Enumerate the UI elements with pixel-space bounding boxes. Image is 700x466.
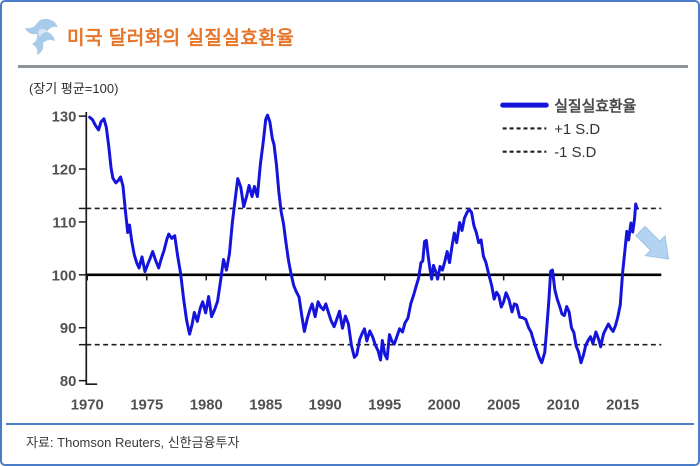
- x-tick-label: 2010: [547, 397, 580, 413]
- y-tick-label: 110: [52, 215, 76, 231]
- y-axis-line: [85, 112, 98, 386]
- y-tick-label: 100: [52, 268, 77, 284]
- y-tick-label: 90: [60, 321, 77, 337]
- legend: 실질실효환율 +1 S.D -1 S.D: [500, 97, 637, 161]
- x-tick-label: 1980: [190, 397, 223, 413]
- x-tick-label: 2000: [428, 397, 461, 413]
- footer-divider: [6, 423, 694, 425]
- y-tick-label: 120: [52, 162, 77, 178]
- down-right-arrow-icon: [635, 225, 670, 260]
- brand-bird-icon: [25, 18, 58, 56]
- title-divider: [18, 65, 688, 68]
- page-title: 미국 달러화의 실질실효환율: [67, 27, 295, 49]
- x-tick-labels: 1970 1975 1980 1985 1990 1995 2000 2005 2010 2015: [71, 397, 639, 413]
- y-tick-labels: 80 90 100 110 120 130: [52, 110, 77, 391]
- x-tick-label: 1970: [71, 397, 104, 413]
- figure-header: 미국 달러화의 실질실효환율: [20, 16, 294, 56]
- x-tick-label: 1990: [309, 397, 342, 413]
- legend-label-plus-sd: +1 S.D: [554, 122, 600, 138]
- legend-label-minus-sd: -1 S.D: [554, 145, 596, 161]
- axis-unit-note: (장기 평균=100): [29, 81, 119, 96]
- x-tick-label: 1975: [130, 397, 163, 413]
- y-axis-ticks: [78, 115, 87, 382]
- x-tick-label: 2015: [606, 397, 639, 413]
- x-tick-label: 1985: [249, 397, 282, 413]
- source-note: 자료: Thomson Reuters, 신한금융투자: [26, 435, 240, 450]
- x-tick-label: 1995: [368, 397, 401, 413]
- y-tick-label: 80: [60, 374, 77, 390]
- x-tick-label: 2005: [487, 397, 520, 413]
- reer-series-line: [88, 113, 639, 365]
- y-tick-label: 130: [52, 110, 77, 126]
- legend-label-reer: 실질실효환율: [554, 97, 636, 115]
